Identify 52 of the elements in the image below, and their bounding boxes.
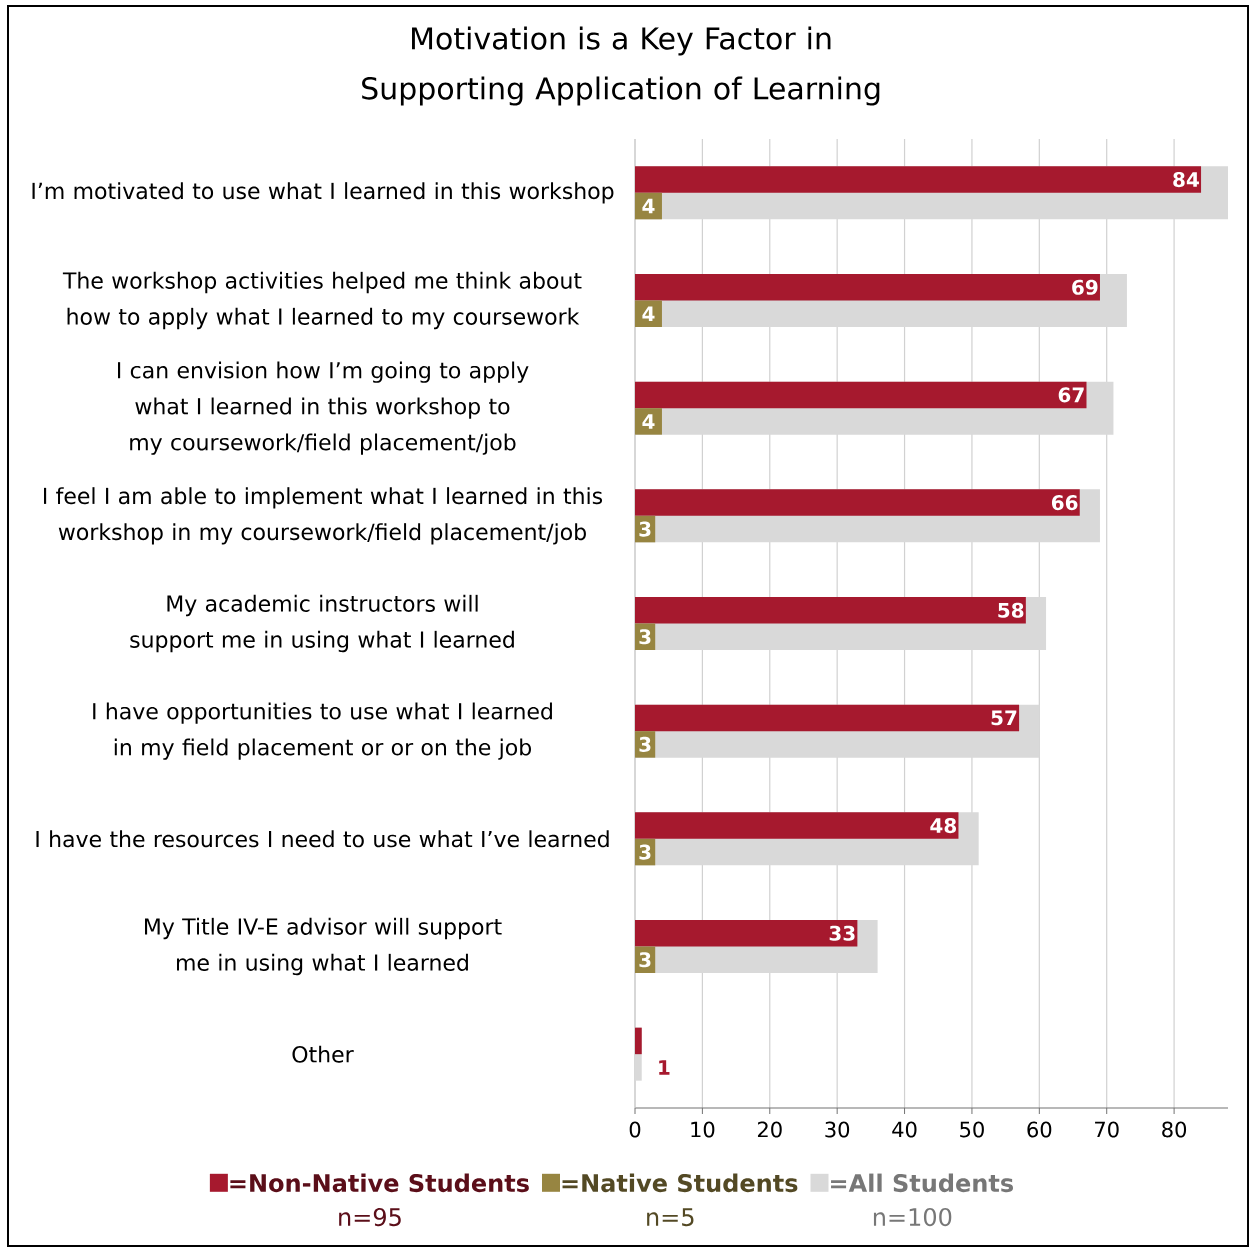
bar bbox=[635, 812, 959, 839]
data-label: 3 bbox=[639, 844, 651, 860]
bar bbox=[635, 381, 1087, 409]
bar bbox=[635, 920, 858, 947]
bar bbox=[635, 704, 1020, 732]
data-label: 3 bbox=[639, 521, 651, 537]
bar bbox=[635, 597, 1026, 624]
data-label: 69 bbox=[1072, 279, 1098, 295]
x-tick-label: 0 bbox=[629, 1121, 641, 1138]
data-label: 3 bbox=[639, 736, 651, 752]
bar bbox=[635, 166, 1202, 193]
data-label: 84 bbox=[1173, 172, 1199, 188]
data-label: 3 bbox=[639, 629, 651, 645]
data-label: 67 bbox=[1058, 387, 1084, 403]
data-label: 4 bbox=[642, 306, 655, 322]
y-tick-label: Other bbox=[292, 1045, 354, 1063]
x-tick-label: 10 bbox=[691, 1121, 715, 1138]
y-tick-label: My academic instructors will support me in using what I learned bbox=[130, 594, 514, 653]
data-label: 66 bbox=[1051, 495, 1078, 511]
x-tick-label: 70 bbox=[1095, 1121, 1119, 1138]
y-tick-label: I feel I am able to implement what I learned in this workshop in my coursework/field placement/job bbox=[43, 487, 603, 545]
x-tick-label: 30 bbox=[825, 1121, 850, 1138]
y-tick-label: My Title IV-E advisor will support me in using what I learned bbox=[145, 917, 502, 976]
legend-label: =Native Students bbox=[562, 1173, 798, 1193]
chart-title: Motivation is a Key Factor in Supporting Application of Learning bbox=[362, 26, 880, 106]
bar bbox=[635, 1027, 642, 1055]
data-label: 48 bbox=[930, 818, 957, 834]
text: n=95 bbox=[339, 1207, 401, 1227]
y-tick-label: I’m motivated to use what I learned in this workshop bbox=[32, 182, 614, 204]
bar bbox=[635, 273, 1100, 301]
x-tick-label: 20 bbox=[757, 1121, 782, 1138]
x-tick-label: 60 bbox=[1027, 1121, 1052, 1138]
data-label: 4 bbox=[642, 414, 655, 429]
y-tick-label: I have opportunities to use what I learned in my field placement or or on the job bbox=[93, 702, 552, 760]
data-label: 3 bbox=[639, 952, 651, 968]
y-tick-label: I can envision how I’m going to apply what I learned in this workshop to my coursework/field placement/job bbox=[117, 361, 529, 455]
legend-label: =All Students bbox=[831, 1173, 1014, 1193]
text: n=5 bbox=[647, 1208, 694, 1227]
x-tick-label: 50 bbox=[960, 1121, 984, 1138]
data-label: 33 bbox=[829, 925, 855, 941]
x-tick-label: 80 bbox=[1162, 1121, 1187, 1138]
bar bbox=[635, 489, 1080, 516]
x-tick-label: 40 bbox=[892, 1121, 917, 1138]
data-label: 58 bbox=[998, 602, 1024, 618]
y-tick-label: The workshop activities helped me think about how to apply what I learned to my coursework bbox=[62, 271, 582, 330]
data-label: 4 bbox=[642, 198, 655, 214]
data-label: 57 bbox=[991, 710, 1017, 726]
y-tick-label: I have the resources I need to use what I’ve learned bbox=[36, 830, 609, 848]
data-label: 1 bbox=[659, 1060, 670, 1075]
text: n=100 bbox=[873, 1207, 952, 1227]
bar bbox=[635, 300, 662, 327]
legend-label: =Non-Native Students bbox=[230, 1173, 529, 1193]
